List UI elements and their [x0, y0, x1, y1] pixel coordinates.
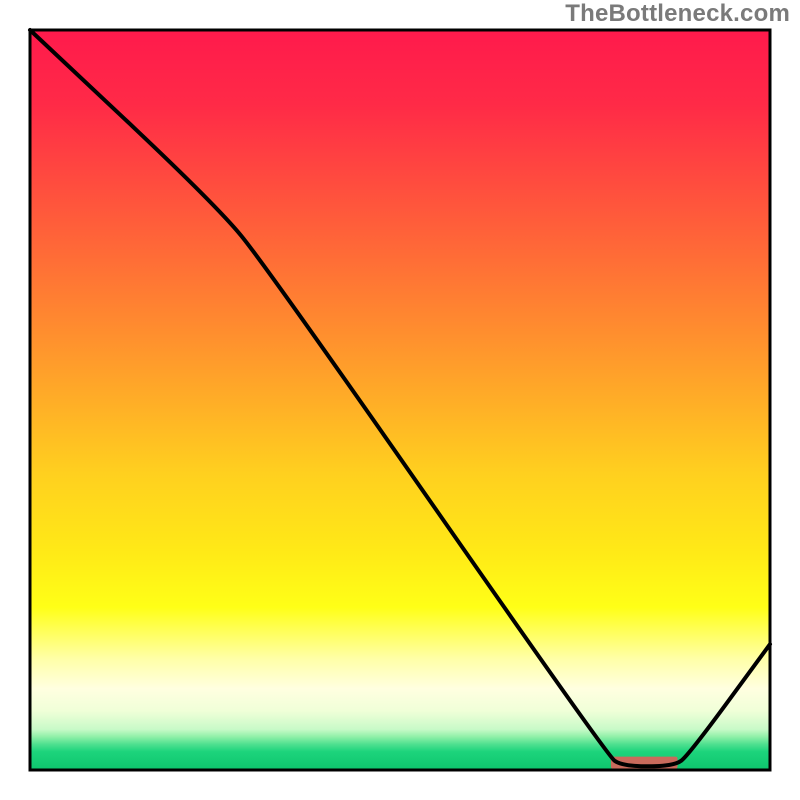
gradient-background — [30, 30, 770, 770]
chart-container: TheBottleneck.com — [0, 0, 800, 800]
gradient-line-chart — [0, 0, 800, 800]
watermark-text: TheBottleneck.com — [565, 0, 790, 28]
